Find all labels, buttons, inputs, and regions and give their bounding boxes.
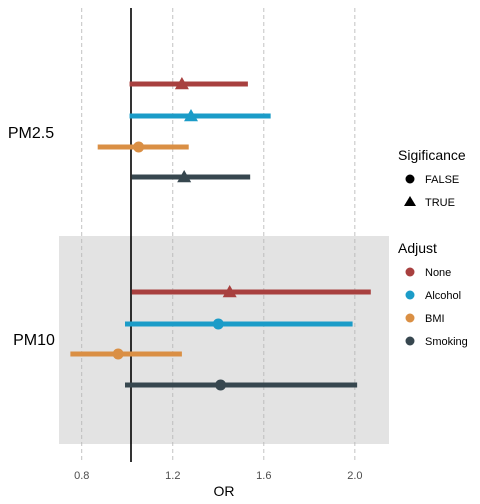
panel-shade-pm10 [59,236,389,444]
legend-key-triangle [404,196,416,206]
point-marker-circle [215,379,227,391]
legend-title-significance: Sigificance [398,147,466,163]
group-label-pm25: PM2.5 [8,125,54,142]
point-marker-triangle [177,170,192,183]
x-tick-label: 0.8 [74,470,89,482]
point-marker-circle [133,141,145,153]
point-marker-triangle [174,77,189,90]
point-marker-triangle [184,109,198,122]
x-tick-labels: 0.8 1.2 1.6 2.0 [74,470,362,482]
legend-label: Alcohol [425,290,461,302]
legend-label: Smoking [425,336,468,348]
data-marks [70,77,371,391]
legend-label: TRUE [425,197,455,209]
x-tick-label: 1.2 [165,470,180,482]
point-marker-circle [212,318,224,330]
legend-key-color [405,313,415,323]
legend-key-color [405,290,415,300]
legend-label: None [425,267,451,279]
legend-label: FALSE [425,174,459,186]
x-axis-title: OR [214,483,235,499]
x-tick-label: 1.6 [256,470,271,482]
legend-title-adjust: Adjust [398,240,437,256]
point-marker-triangle [222,285,237,298]
legend-label: BMI [425,313,445,325]
x-tick-label: 2.0 [347,470,362,482]
group-label-pm10: PM10 [13,332,55,349]
legend: Sigificance FALSE TRUE Adjust None Alcohol BMI… [398,147,468,348]
legend-key-color [405,267,415,277]
point-marker-circle [112,348,124,360]
legend-key-color [405,336,415,346]
legend-key-circle [405,174,415,184]
